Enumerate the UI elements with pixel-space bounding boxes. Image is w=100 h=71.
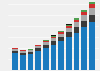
Bar	[35, 51, 41, 70]
Bar	[58, 41, 64, 70]
Bar	[74, 20, 80, 22]
Bar	[81, 27, 87, 70]
Bar	[12, 49, 18, 51]
Bar	[43, 42, 49, 45]
Bar	[51, 36, 56, 38]
Bar	[43, 48, 49, 70]
Bar	[74, 33, 80, 70]
Bar	[51, 45, 56, 70]
Bar	[12, 48, 18, 49]
Bar	[35, 45, 41, 46]
Bar	[51, 41, 56, 45]
Bar	[89, 4, 95, 8]
Bar	[89, 15, 95, 22]
Bar	[28, 50, 33, 52]
Bar	[58, 37, 64, 41]
Bar	[20, 53, 26, 55]
Bar	[81, 21, 87, 27]
Bar	[89, 8, 95, 15]
Bar	[43, 40, 49, 41]
Bar	[66, 32, 72, 37]
Bar	[74, 18, 80, 20]
Bar	[66, 26, 72, 28]
Bar	[12, 53, 18, 70]
Bar	[20, 55, 26, 70]
Bar	[81, 11, 87, 12]
Bar	[20, 50, 26, 51]
Bar	[28, 49, 33, 50]
Bar	[20, 51, 26, 53]
Bar	[12, 51, 18, 53]
Bar	[35, 48, 41, 51]
Bar	[51, 35, 56, 36]
Bar	[81, 15, 87, 21]
Bar	[58, 32, 64, 34]
Bar	[66, 28, 72, 32]
Bar	[81, 12, 87, 15]
Bar	[89, 22, 95, 70]
Bar	[66, 24, 72, 25]
Bar	[66, 25, 72, 26]
Bar	[58, 34, 64, 37]
Bar	[51, 38, 56, 41]
Bar	[43, 41, 49, 42]
Bar	[43, 45, 49, 48]
Bar	[89, 2, 95, 4]
Bar	[28, 54, 33, 70]
Bar	[35, 46, 41, 48]
Bar	[81, 10, 87, 11]
Bar	[66, 37, 72, 70]
Bar	[74, 27, 80, 33]
Bar	[28, 52, 33, 54]
Bar	[58, 31, 64, 32]
Bar	[74, 22, 80, 27]
